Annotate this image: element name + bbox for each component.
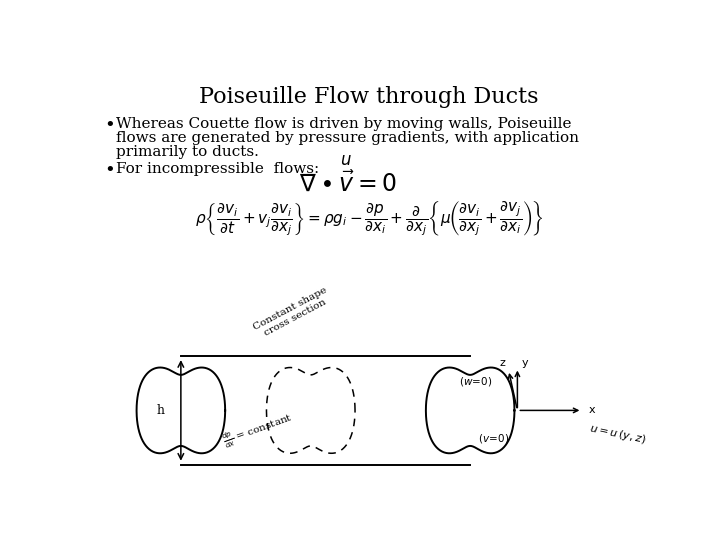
Text: $(w\!=\!0)$: $(w\!=\!0)$ bbox=[459, 375, 493, 388]
Text: $u = u\,(y,z)$: $u = u\,(y,z)$ bbox=[588, 421, 647, 447]
Text: $\rho\left\{\dfrac{\partial v_i}{\partial t} + v_j\dfrac{\partial v_i}{\partial : $\rho\left\{\dfrac{\partial v_i}{\partia… bbox=[195, 200, 543, 238]
Text: •: • bbox=[104, 117, 114, 135]
Text: $\nabla \bullet \overset{u}{\vec{v}} = 0$: $\nabla \bullet \overset{u}{\vec{v}} = 0… bbox=[300, 156, 397, 195]
Text: h: h bbox=[156, 404, 164, 417]
Text: $\frac{dp}{dx}$ = constant: $\frac{dp}{dx}$ = constant bbox=[220, 408, 295, 451]
Text: primarily to ducts.: primarily to ducts. bbox=[117, 145, 259, 159]
Text: flows are generated by pressure gradients, with application: flows are generated by pressure gradient… bbox=[117, 131, 580, 145]
Text: x: x bbox=[588, 406, 595, 415]
Text: $(v\!=\!0)$: $(v\!=\!0)$ bbox=[478, 433, 510, 446]
Text: Whereas Couette flow is driven by moving walls, Poiseuille: Whereas Couette flow is driven by moving… bbox=[117, 117, 572, 131]
Text: Poiseuille Flow through Ducts: Poiseuille Flow through Ducts bbox=[199, 86, 539, 109]
Text: For incompressible  flows:: For incompressible flows: bbox=[117, 162, 320, 176]
Text: y: y bbox=[522, 358, 528, 368]
Text: •: • bbox=[104, 162, 114, 180]
Text: Constant shape
cross section: Constant shape cross section bbox=[252, 285, 334, 341]
Text: z: z bbox=[500, 358, 505, 368]
